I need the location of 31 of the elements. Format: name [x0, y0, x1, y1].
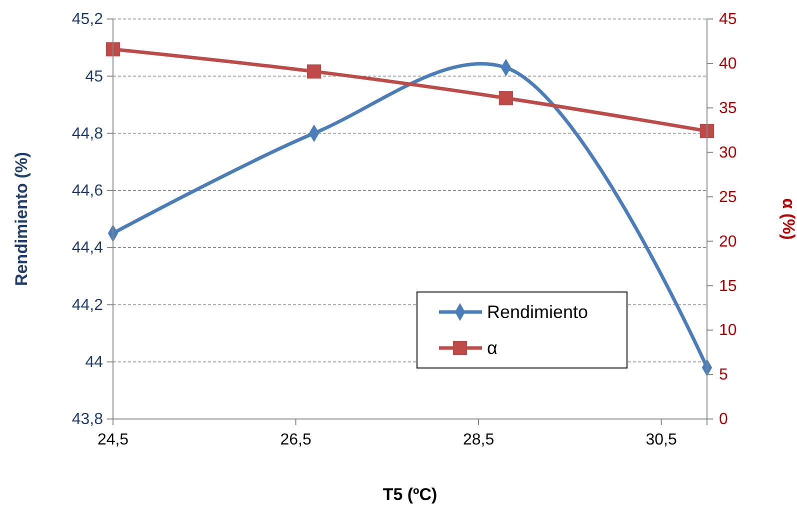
y-axis-title: Rendimiento (%): [12, 152, 31, 286]
y2-tick-label: 30: [719, 144, 737, 162]
point: [700, 124, 714, 138]
point: [498, 91, 514, 106]
x-axis-title: T5 (ºC): [382, 485, 438, 504]
y-tick-label: 44: [85, 354, 104, 371]
y2-tick-label: 35: [719, 100, 737, 118]
y-tick-label: 44,8: [72, 125, 104, 142]
legend-label: α: [487, 338, 498, 358]
y-tick-label: 43,8: [72, 411, 104, 428]
y-tick-label: 44,6: [72, 182, 104, 200]
y2-axis-title: α (%): [779, 198, 797, 240]
y2-tick-label: 45: [719, 11, 737, 28]
point: [306, 64, 322, 79]
x-tick-label: 24,5: [97, 431, 129, 448]
y-tick-label: 45,2: [72, 11, 104, 28]
y2-tick-label: 25: [719, 188, 737, 206]
point: [106, 42, 120, 56]
x-tick-label: 30,5: [646, 431, 677, 448]
y-tick-label: 44,4: [72, 240, 104, 257]
x-tick-label: 28,5: [462, 431, 494, 448]
x-tick-label: 26,5: [280, 431, 312, 448]
y-tick-label: 44,2: [72, 296, 104, 314]
y2-tick-label: 10: [719, 322, 737, 340]
y2-tick-label: 0: [719, 411, 728, 428]
y2-tick-label: 40: [719, 56, 737, 73]
legend-label: Rendimiento: [487, 302, 588, 322]
y2-tick-label: 15: [719, 278, 737, 295]
y-tick-label: 45: [85, 68, 104, 86]
y2-tick-label: 20: [719, 233, 737, 250]
y2-tick-label: 5: [719, 366, 728, 384]
